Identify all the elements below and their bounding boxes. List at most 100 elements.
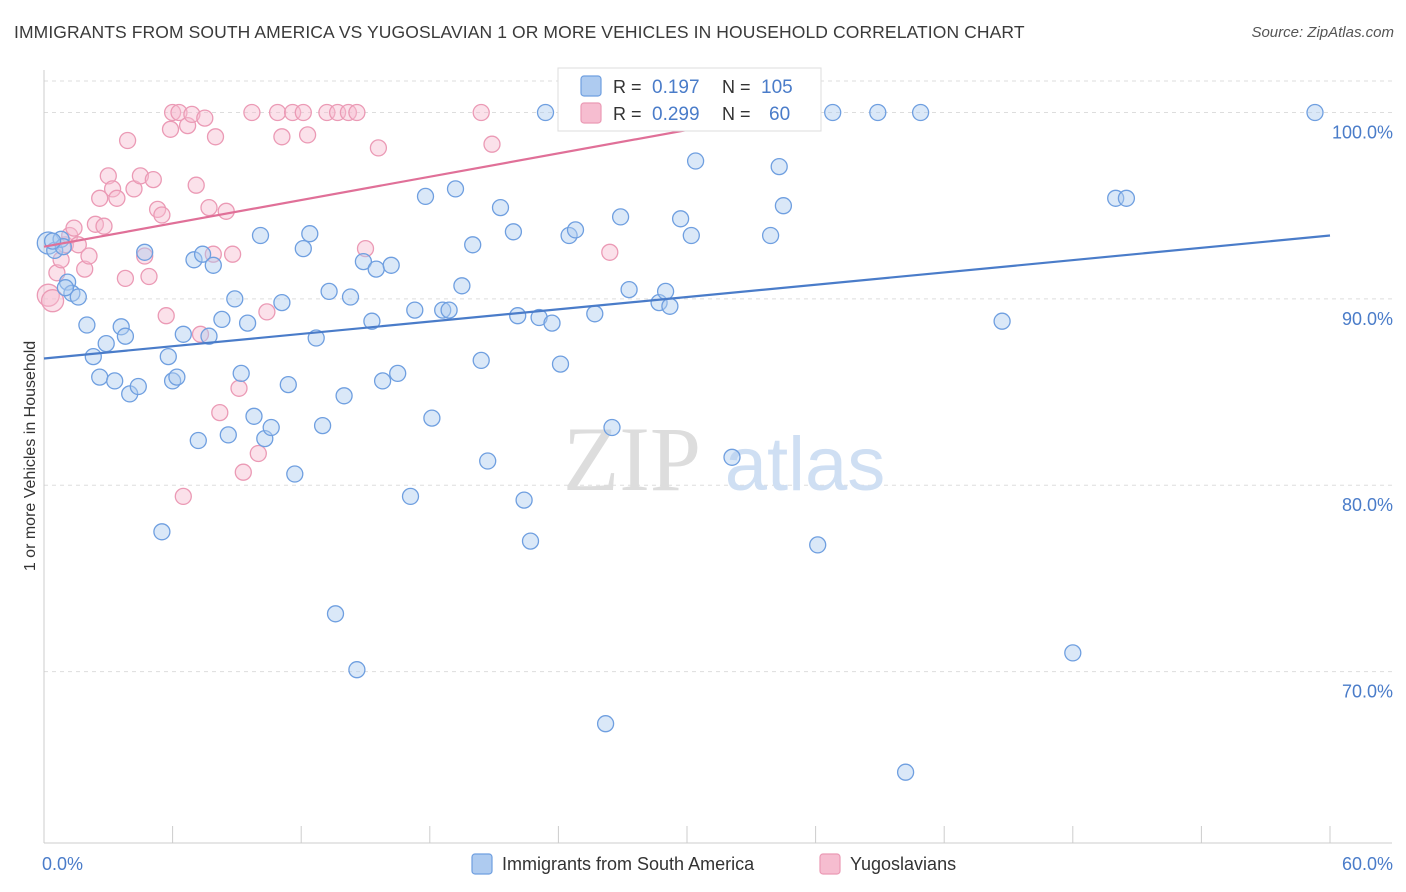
stats-n-label-blue: N =	[722, 77, 751, 97]
point-south-america-48	[354, 252, 373, 271]
point-yugoslavians-13	[99, 167, 117, 185]
point-yugoslavians-9	[80, 247, 98, 265]
stats-r-label-blue: R =	[613, 77, 642, 97]
point-yugoslavians-56	[369, 139, 388, 157]
point-south-america-47	[348, 661, 366, 679]
point-south-america-17	[153, 523, 171, 541]
point-yugoslavians-16	[116, 269, 135, 288]
point-south-america-78	[611, 208, 630, 226]
point-south-america-62	[464, 236, 482, 254]
stats-swatch-pink	[580, 102, 602, 124]
point-yugoslavians-29	[174, 487, 192, 506]
point-yugoslavians-43	[243, 103, 261, 122]
point-yugoslavians-12	[95, 217, 113, 235]
point-south-america-86	[723, 448, 741, 466]
point-south-america-56	[416, 187, 435, 206]
axes	[43, 70, 1392, 844]
point-yugoslavians-26	[161, 120, 180, 138]
point-south-america-96	[911, 103, 930, 122]
point-south-america-85	[686, 152, 705, 170]
watermark: ZIP atlas	[563, 408, 885, 510]
point-yugoslavians-1	[40, 289, 65, 313]
point-south-america-31	[238, 314, 257, 332]
trend-lines	[43, 111, 1331, 360]
point-south-america-37	[279, 375, 297, 394]
point-south-america-77	[603, 418, 621, 437]
point-south-america-88	[761, 226, 780, 245]
point-south-america-45	[335, 387, 353, 405]
point-yugoslavians-31	[183, 105, 201, 124]
point-south-america-41	[307, 329, 325, 347]
point-south-america-36	[273, 293, 291, 312]
point-south-america-57	[423, 409, 441, 427]
point-south-america-33	[251, 226, 270, 245]
stats-n-value-blue: 105	[761, 77, 793, 98]
legend-label-south-america: Immigrants from South America	[502, 854, 755, 874]
x-tick-label-0: 0.0%	[42, 854, 83, 874]
point-yugoslavians-34	[196, 109, 214, 127]
point-south-america-69	[521, 532, 540, 550]
point-south-america-39	[294, 239, 312, 258]
stats-r-label-pink: R =	[613, 104, 642, 124]
source-attribution: Source: ZipAtlas.com	[1251, 24, 1394, 41]
point-yugoslavians-44	[249, 444, 267, 463]
point-south-america-101	[1306, 103, 1324, 122]
point-south-america-100	[1117, 189, 1136, 207]
point-yugoslavians-20	[136, 247, 154, 265]
point-south-america-75	[586, 305, 604, 323]
point-yugoslavians-55	[356, 239, 375, 258]
point-yugoslavians-35	[200, 198, 218, 217]
point-south-america-20	[168, 368, 186, 386]
point-south-america-13	[116, 327, 135, 345]
point-south-america-92	[809, 536, 827, 554]
point-south-america-66	[504, 223, 523, 241]
point-yugoslavians-47	[273, 128, 291, 146]
bottom-legend: Immigrants from South America Yugoslavia…	[471, 853, 956, 875]
point-yugoslavians-17	[118, 131, 137, 150]
point-south-america-25	[200, 327, 218, 345]
point-south-america-6	[69, 288, 87, 306]
y-tick-label-3: 70.0%	[1342, 682, 1393, 702]
point-yugoslavians-46	[268, 103, 287, 122]
watermark-zip: ZIP	[563, 408, 701, 510]
point-south-america-9	[91, 368, 109, 386]
point-south-america-23	[189, 431, 207, 450]
point-south-america-72	[551, 355, 570, 373]
point-south-america-94	[869, 103, 887, 122]
point-south-america-76	[596, 715, 615, 733]
point-south-america-71	[543, 314, 561, 332]
point-yugoslavians-25	[157, 307, 175, 325]
point-south-america-60	[446, 180, 465, 198]
point-south-america-58	[434, 301, 452, 319]
point-yugoslavians-27	[163, 103, 182, 122]
trend-line-yugoslavians	[43, 111, 784, 248]
point-south-america-22	[185, 251, 203, 269]
point-yugoslavians-24	[153, 206, 171, 224]
point-yugoslavians-49	[294, 103, 312, 122]
chart-title: IMMIGRANTS FROM SOUTH AMERICA VS YUGOSLA…	[14, 22, 1025, 42]
point-south-america-90	[774, 197, 793, 215]
point-south-america-82	[661, 297, 679, 315]
point-south-america-46	[341, 288, 360, 306]
point-south-america-67	[509, 307, 527, 325]
point-south-america-40	[301, 225, 319, 243]
point-south-america-11	[106, 372, 124, 390]
point-south-america-65	[491, 198, 510, 217]
point-south-america-51	[373, 372, 392, 390]
point-south-america-16	[136, 243, 154, 261]
point-south-america-84	[682, 226, 700, 245]
point-yugoslavians-21	[140, 267, 158, 286]
point-south-america-68	[515, 491, 533, 509]
y-tick-label-0: 100.0%	[1332, 123, 1393, 143]
point-south-america-95	[896, 763, 915, 781]
point-south-america-63	[472, 351, 490, 370]
point-yugoslavians-6	[65, 219, 83, 237]
point-south-america-55	[406, 301, 424, 319]
point-south-america-12	[112, 318, 130, 336]
point-yugoslavians-59	[601, 243, 619, 261]
point-south-america-54	[401, 487, 420, 506]
point-yugoslavians-30	[178, 116, 197, 135]
point-yugoslavians-41	[230, 379, 248, 397]
point-south-america-89	[770, 157, 788, 176]
point-south-america-74	[566, 221, 585, 239]
